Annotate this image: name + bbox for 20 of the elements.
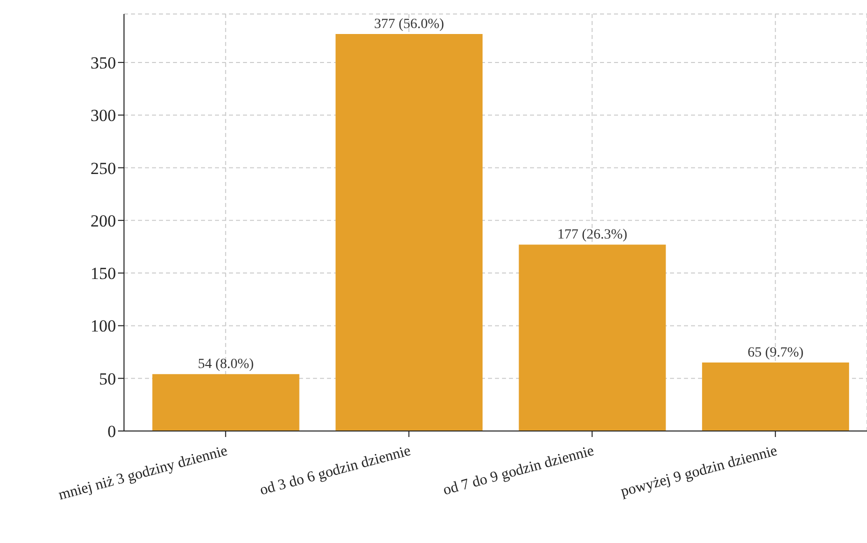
y-tick-label: 150 — [90, 264, 116, 284]
data-label: 177 (26.3%) — [557, 228, 628, 243]
x-tick-label: mniej niż 3 godziny dziennie — [56, 442, 230, 504]
y-tick-label: 250 — [90, 158, 116, 178]
bar — [518, 244, 666, 431]
x-tick-label: powyżej 9 godzin dziennie — [619, 442, 780, 500]
x-tick-label: od 7 do 9 godzin dziennie — [442, 442, 596, 499]
y-tick-label: 300 — [90, 106, 116, 126]
bar — [152, 374, 300, 431]
y-tick-label: 50 — [99, 369, 116, 388]
x-tick-label: od 3 do 6 godzin dziennie — [258, 442, 413, 499]
bar — [702, 362, 850, 431]
data-label: 377 (56.0%) — [374, 17, 444, 32]
data-label: 54 (8.0%) — [198, 357, 254, 372]
y-tick-label: 200 — [90, 211, 116, 230]
y-tick-label: 350 — [90, 53, 116, 72]
y-tick-label: 0 — [108, 422, 116, 442]
bar — [336, 34, 483, 431]
y-tick-label: 100 — [90, 316, 116, 336]
data-label: 65 (9.7%) — [748, 346, 804, 361]
